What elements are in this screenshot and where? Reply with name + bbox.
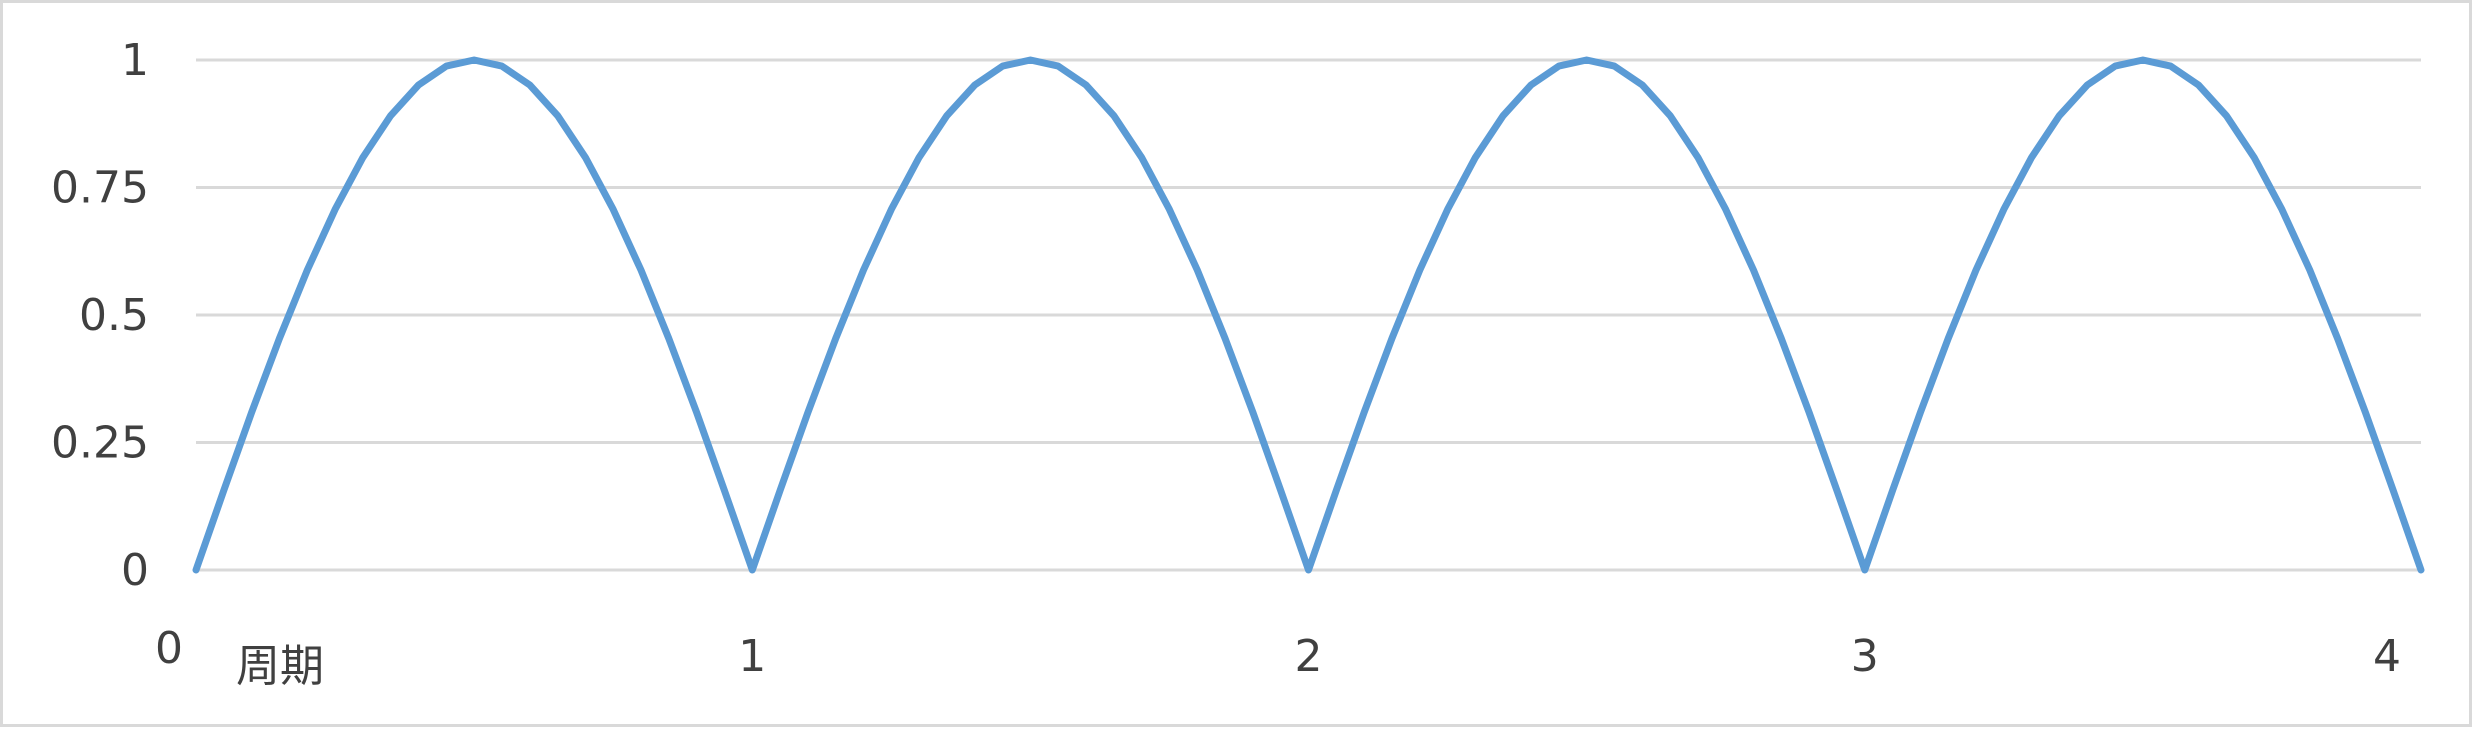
x-tick-label: 3 [1851,631,1879,682]
y-axis-tick-labels: 0 0.25 0.5 0.75 1 [51,35,149,596]
gridlines [196,58,2421,572]
series-layer [192,56,2425,574]
y-tick-label: 1 [121,35,149,86]
x-tick-label: 0 [155,623,183,674]
y-tick-label: 0.25 [51,418,149,469]
x-axis-title: 周期 [236,641,324,692]
x-axis-tick-labels: 0 1 2 3 4 [155,623,2401,682]
x-tick-label: 2 [1295,631,1323,682]
x-tick-label: 1 [738,631,766,682]
chart-plot: 0 0.25 0.5 0.75 1 0 1 2 3 4 周期 [51,35,2425,692]
y-tick-label: 0.75 [51,163,149,214]
series-line-0 [192,56,2425,574]
y-tick-label: 0 [121,545,149,596]
y-tick-label: 0.5 [79,290,149,341]
x-tick-label: 4 [2373,631,2401,682]
